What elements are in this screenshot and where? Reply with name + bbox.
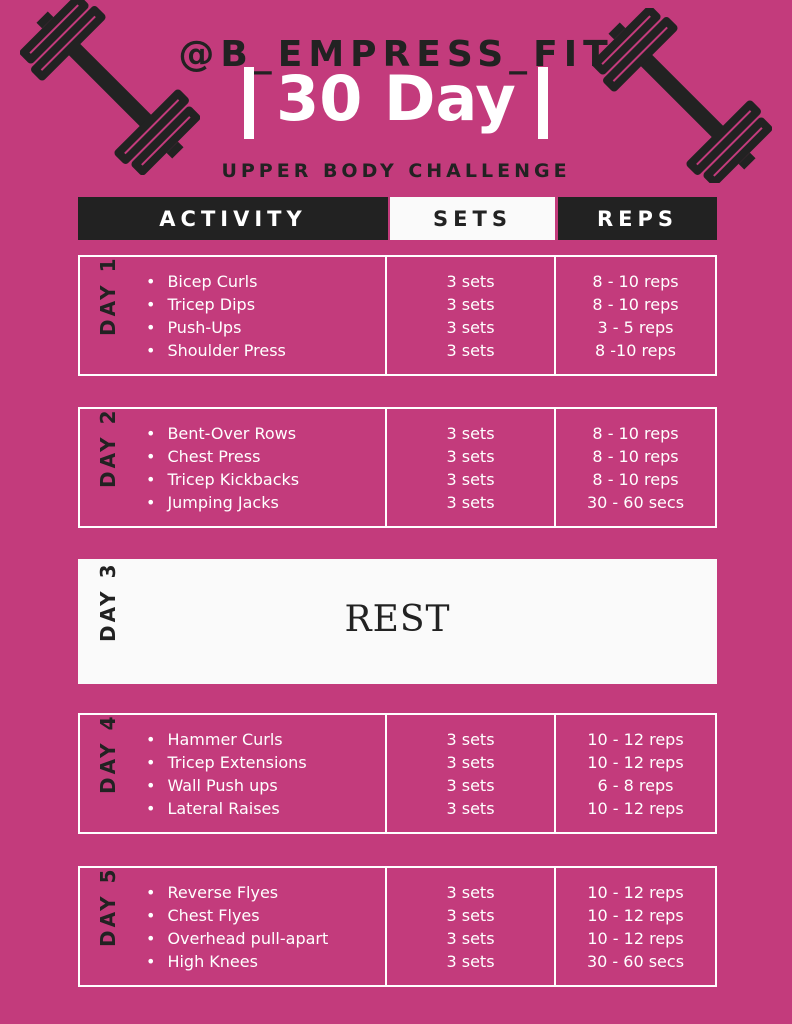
dumbbell-icon: [20, 0, 200, 175]
reps-item: 10 - 12 reps: [587, 752, 684, 772]
reps-item: 30 - 60 secs: [586, 951, 685, 971]
day-label: DAY 2: [96, 406, 120, 488]
day-label: DAY 4: [96, 712, 120, 794]
day-1-section: DAY 1Bicep CurlsTricep DipsPush-UpsShoul…: [78, 255, 717, 376]
reps-item: 10 - 12 reps: [587, 905, 684, 925]
reps-column: 10 - 12 reps 10 - 12 reps 6 - 8 reps 10 - 1…: [556, 715, 715, 832]
activity-item: Reverse Flyes: [146, 881, 385, 904]
rest-label: REST: [344, 599, 451, 640]
activity-item: Lateral Raises: [146, 797, 385, 820]
sets-item: 3 sets: [446, 752, 495, 772]
sets-item: 3 sets: [446, 317, 495, 337]
title-text: 30 Day: [276, 62, 516, 135]
activity-item: Tricep Dips: [146, 293, 385, 316]
sets-item: 3 sets: [446, 798, 495, 818]
activity-item: Wall Push ups: [146, 774, 385, 797]
activity-column: Hammer CurlsTricep ExtensionsWall Push u…: [80, 715, 387, 832]
activity-header: ACTIVITY: [78, 197, 388, 240]
activity-item: Push-Ups: [146, 316, 385, 339]
sets-column: 3 sets 3 sets 3 sets 3 sets: [387, 257, 556, 374]
day-5-section: DAY 5Reverse FlyesChest FlyesOverhead pu…: [78, 866, 717, 987]
day-3-section: DAY 3 REST: [78, 559, 717, 684]
sets-column: 3 sets 3 sets 3 sets 3 sets: [387, 715, 556, 832]
sets-column: 3 sets 3 sets 3 sets 3 sets: [387, 409, 556, 526]
reps-column: 8 - 10 reps 8 - 10 reps 3 - 5 reps 8 -10 re…: [556, 257, 715, 374]
reps-item: 10 - 12 reps: [587, 882, 684, 902]
activity-item: Hammer Curls: [146, 728, 385, 751]
activity-item: Chest Press: [146, 445, 385, 468]
sets-item: 3 sets: [446, 271, 495, 291]
sets-item: 3 sets: [446, 928, 495, 948]
dumbbell-icon: [592, 8, 772, 183]
reps-item: 10 - 12 reps: [587, 729, 684, 749]
reps-header: REPS: [558, 197, 717, 240]
page-title: 30 Day: [0, 62, 792, 139]
sets-item: 3 sets: [446, 905, 495, 925]
activity-item: Chest Flyes: [146, 904, 385, 927]
divider: [244, 66, 255, 139]
day-label: DAY 5: [96, 865, 120, 947]
reps-item: 8 - 10 reps: [592, 271, 679, 291]
reps-item: 10 - 12 reps: [587, 798, 684, 818]
activity-item: Tricep Extensions: [146, 751, 385, 774]
sets-column: 3 sets 3 sets 3 sets 3 sets: [387, 868, 556, 985]
activity-item: High Knees: [146, 950, 385, 973]
sets-item: 3 sets: [446, 340, 495, 360]
sets-item: 3 sets: [446, 951, 495, 971]
activity-item: Overhead pull-apart: [146, 927, 385, 950]
divider: [537, 66, 548, 139]
activity-item: Jumping Jacks: [146, 491, 385, 514]
sets-item: 3 sets: [446, 423, 495, 443]
activity-column: Bent-Over RowsChest PressTricep Kickback…: [80, 409, 387, 526]
sets-item: 3 sets: [446, 492, 495, 512]
reps-item: 8 -10 reps: [594, 340, 677, 360]
subtitle: UPPER BODY CHALLENGE: [221, 160, 571, 182]
reps-item: 10 - 12 reps: [587, 928, 684, 948]
reps-item: 8 - 10 reps: [592, 446, 679, 466]
sets-item: 3 sets: [446, 446, 495, 466]
reps-item: 30 - 60 secs: [586, 492, 685, 512]
activity-column: Reverse FlyesChest FlyesOverhead pull-ap…: [80, 868, 387, 985]
sets-item: 3 sets: [446, 294, 495, 314]
activity-column: Bicep CurlsTricep DipsPush-UpsShoulder P…: [80, 257, 387, 374]
sets-item: 3 sets: [446, 469, 495, 489]
reps-item: 8 - 10 reps: [592, 294, 679, 314]
reps-column: 10 - 12 reps 10 - 12 reps 10 - 12 reps 30 -…: [556, 868, 715, 985]
activity-item: Shoulder Press: [146, 339, 385, 362]
activity-item: Bent-Over Rows: [146, 422, 385, 445]
sets-item: 3 sets: [446, 775, 495, 795]
reps-item: 8 - 10 reps: [592, 469, 679, 489]
sets-item: 3 sets: [446, 882, 495, 902]
reps-item: 3 - 5 reps: [597, 317, 674, 337]
activity-item: Tricep Kickbacks: [146, 468, 385, 491]
reps-item: 6 - 8 reps: [597, 775, 674, 795]
activity-item: Bicep Curls: [146, 270, 385, 293]
reps-column: 8 - 10 reps 8 - 10 reps 8 - 10 reps 30 - 60…: [556, 409, 715, 526]
sets-item: 3 sets: [446, 729, 495, 749]
day-label: DAY 1: [96, 254, 120, 336]
reps-item: 8 - 10 reps: [592, 423, 679, 443]
day-4-section: DAY 4Hammer CurlsTricep ExtensionsWall P…: [78, 713, 717, 834]
day-2-section: DAY 2Bent-Over RowsChest PressTricep Kic…: [78, 407, 717, 528]
sets-header: SETS: [390, 197, 555, 240]
